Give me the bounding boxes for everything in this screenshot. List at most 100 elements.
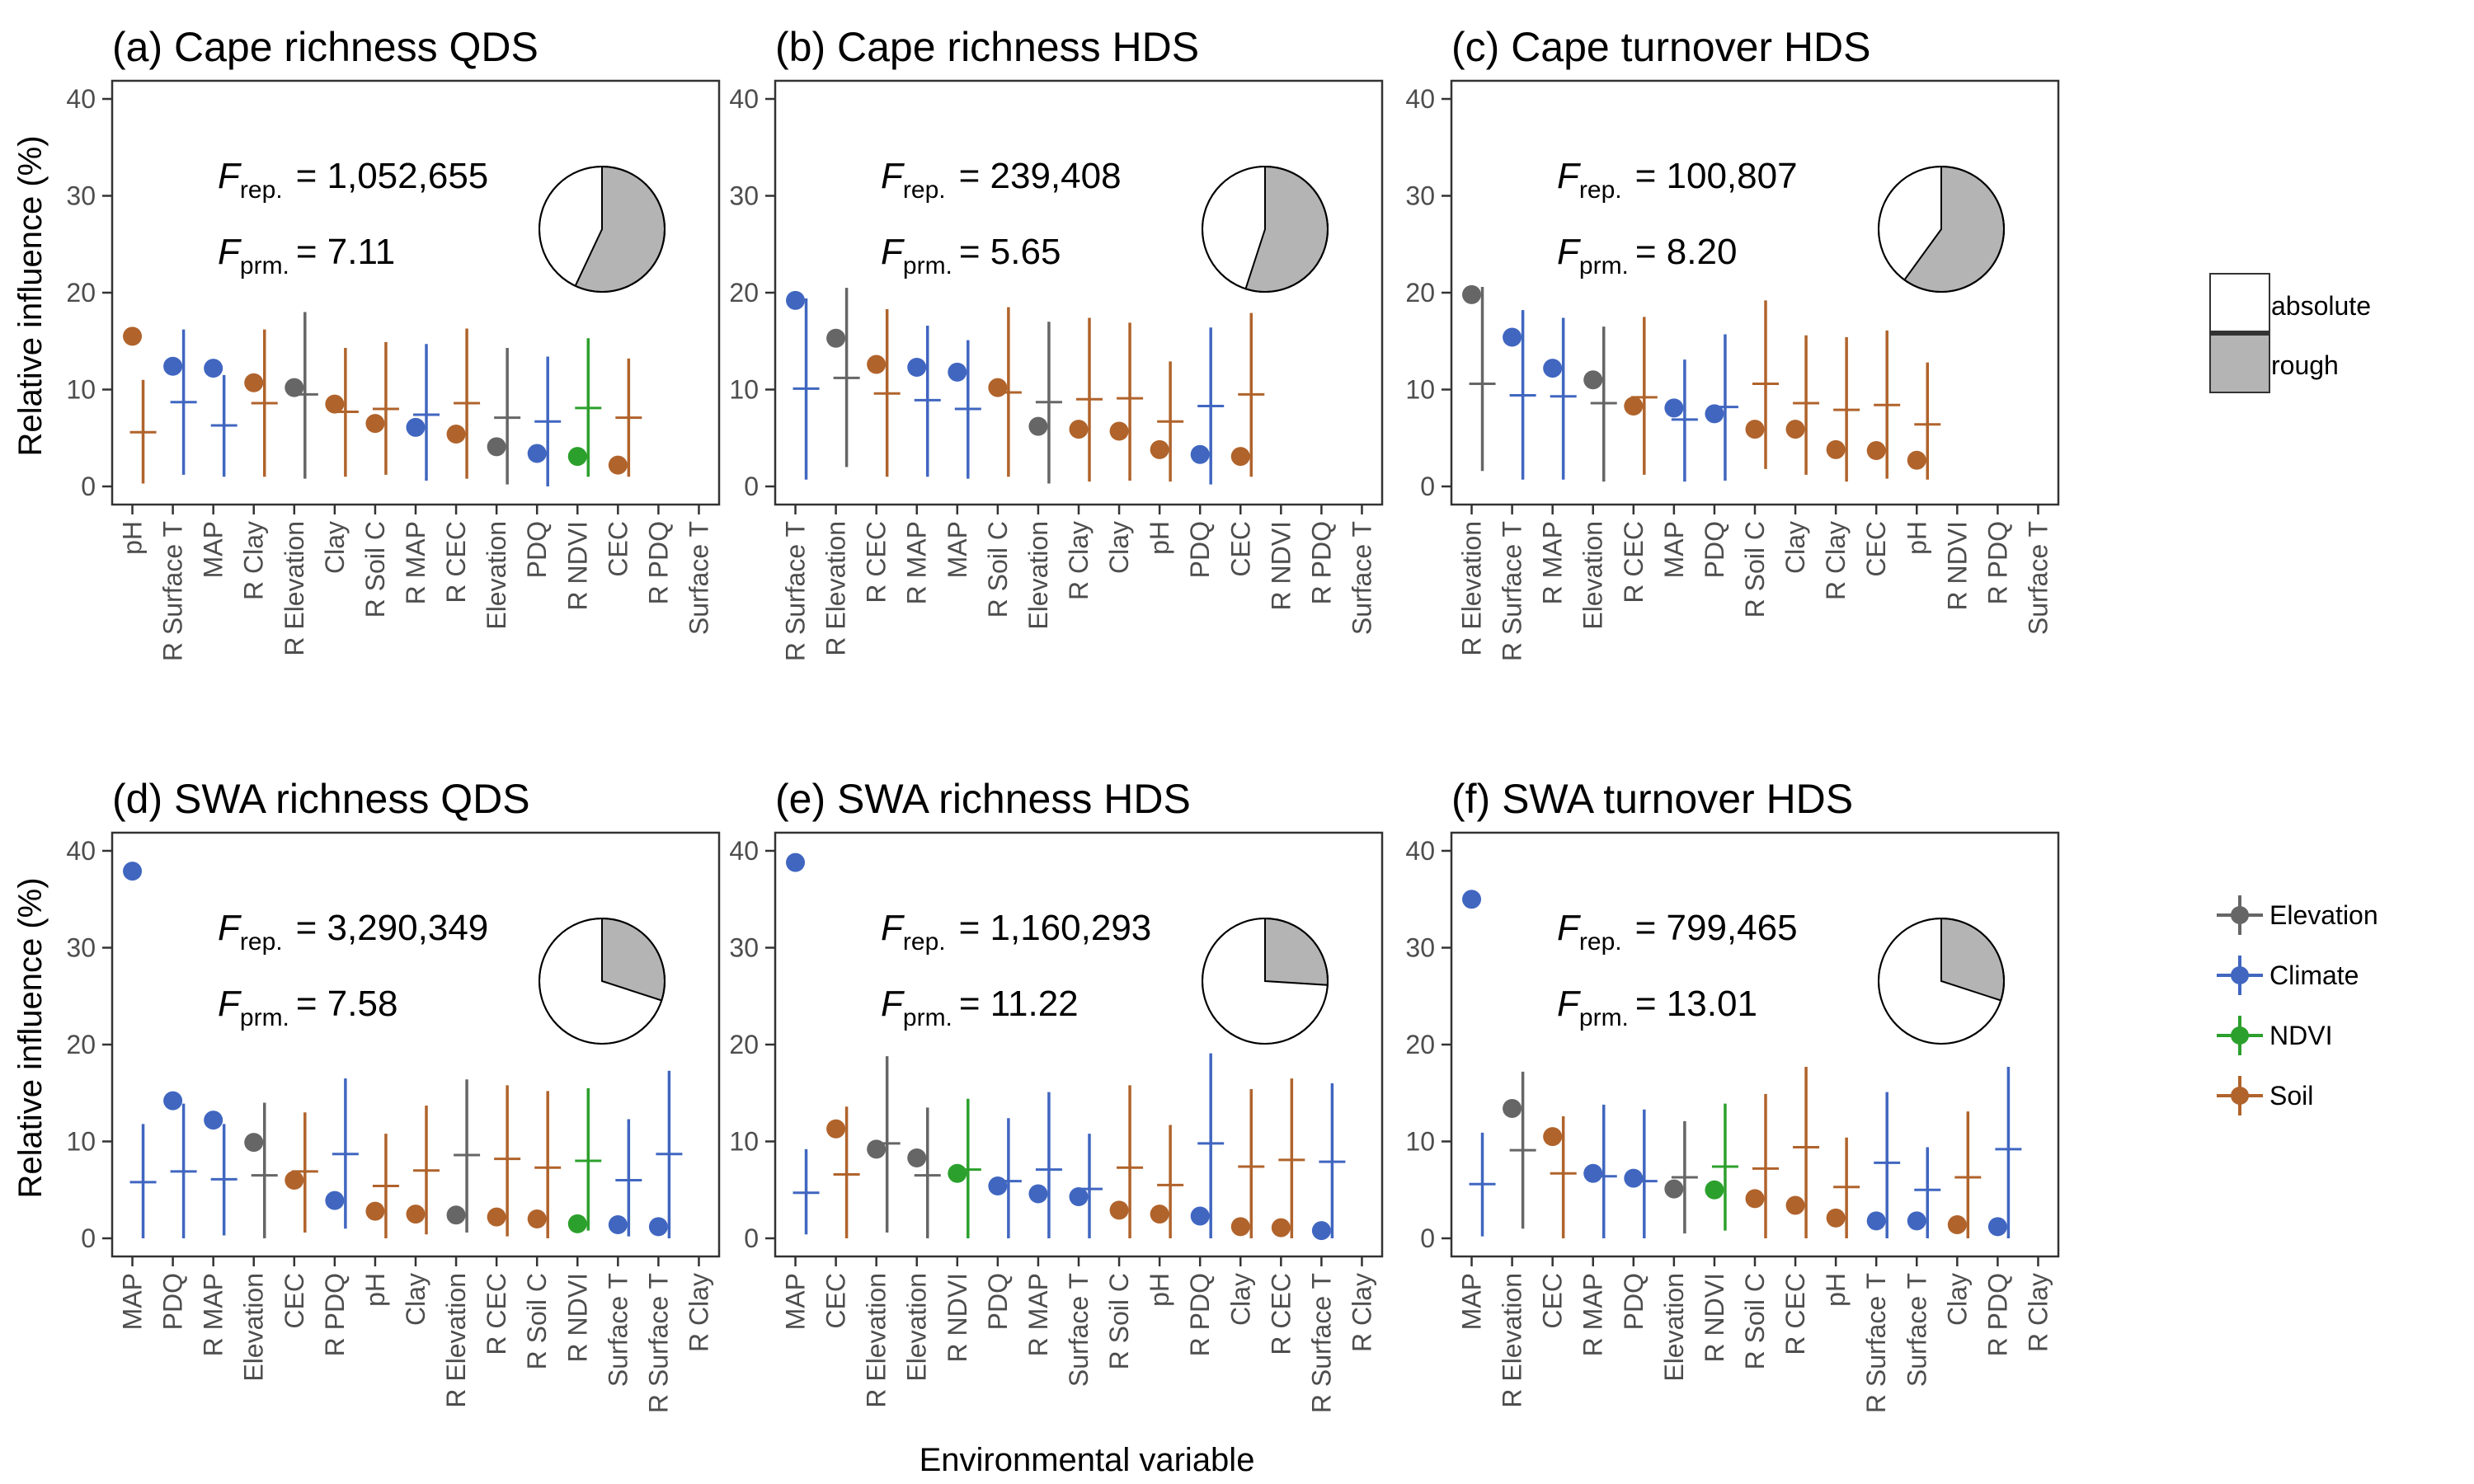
f-prm-value: = 11.22 bbox=[959, 984, 1079, 1024]
x-tick-label: R Surface T bbox=[1498, 521, 1527, 661]
panel-title: (d) SWA richness QDS bbox=[112, 776, 530, 822]
f-rep-text: Frep. = 239,408 bbox=[881, 156, 1122, 204]
x-tick-label: R Elevation bbox=[280, 521, 309, 656]
f-prm-text: Fprm. = 5.65 bbox=[881, 232, 1061, 279]
pie-legend: absolute rough bbox=[2209, 273, 2371, 393]
f-prm-value: = 7.11 bbox=[296, 232, 395, 272]
x-tick-label: R CEC bbox=[862, 521, 891, 603]
y-tick-label: 30 bbox=[729, 933, 759, 963]
x-tick-label: PDQ bbox=[158, 1273, 188, 1330]
x-tick-label: Clay bbox=[1225, 1273, 1255, 1326]
group-legend-key-dot bbox=[2231, 966, 2249, 984]
x-tick-label: R MAP bbox=[1023, 1273, 1053, 1356]
observed-point bbox=[1785, 1195, 1805, 1215]
y-tick-label: 0 bbox=[744, 1223, 759, 1253]
observed-point bbox=[244, 373, 264, 392]
x-tick-label: pH bbox=[1145, 1273, 1174, 1307]
observed-point bbox=[1866, 1211, 1886, 1231]
observed-point bbox=[527, 1209, 547, 1228]
y-tick-label: 10 bbox=[729, 375, 759, 405]
observed-point bbox=[1826, 439, 1846, 459]
group-legend-label-soil: Soil bbox=[2269, 1081, 2313, 1111]
x-tick-label: R Elevation bbox=[862, 1273, 891, 1408]
observed-point bbox=[826, 1119, 846, 1139]
observed-point bbox=[988, 378, 1008, 397]
observed-point bbox=[1907, 450, 1926, 470]
x-tick-label: R Surface T bbox=[643, 1273, 673, 1413]
f-prm-symbol: F bbox=[218, 984, 242, 1024]
y-tick-label: 20 bbox=[729, 1030, 759, 1059]
panel-title: (e) SWA richness HDS bbox=[775, 776, 1191, 822]
observed-point bbox=[1503, 327, 1522, 347]
f-prm-text: Fprm. = 11.22 bbox=[881, 984, 1079, 1031]
panel-e: (e) SWA richness HDS 0 10 20 30 40 MAP CEC R Ele… bbox=[729, 776, 1384, 1413]
observed-point bbox=[163, 1091, 183, 1111]
observed-point bbox=[325, 394, 345, 414]
group-legend-label-climate: Climate bbox=[2269, 960, 2359, 990]
observed-point bbox=[1462, 890, 1482, 909]
observed-point bbox=[1624, 396, 1644, 416]
y-tick-label: 0 bbox=[1420, 1223, 1435, 1253]
observed-point bbox=[1190, 1206, 1210, 1226]
y-tick-label: 30 bbox=[66, 181, 96, 211]
f-rep-value: = 1,160,293 bbox=[959, 908, 1152, 948]
plot-frame bbox=[111, 831, 721, 1258]
x-tick-label: R NDVI bbox=[562, 1273, 592, 1362]
observed-point bbox=[1785, 420, 1805, 439]
y-tick-label: 40 bbox=[1405, 836, 1435, 866]
x-tick-label: R Clay bbox=[684, 1273, 713, 1352]
f-rep-subscript: rep. bbox=[240, 176, 283, 204]
pie-legend-swatch-rough bbox=[2209, 332, 2270, 393]
y-tick-label: 20 bbox=[1405, 1030, 1435, 1059]
x-tick-label: pH bbox=[1821, 1273, 1851, 1307]
observed-point bbox=[1028, 1184, 1048, 1204]
observed-point bbox=[1150, 439, 1169, 459]
observed-point bbox=[163, 356, 183, 376]
f-rep-text: Frep. = 1,052,655 bbox=[218, 156, 488, 204]
f-prm-symbol: F bbox=[218, 232, 242, 272]
x-tick-label: Surface T bbox=[1064, 1273, 1094, 1387]
x-tick-label: MAP bbox=[1457, 1273, 1487, 1330]
observed-point bbox=[907, 357, 927, 377]
x-tick-label: MAP bbox=[199, 521, 228, 578]
f-prm-subscript: prm. bbox=[1579, 252, 1629, 279]
f-rep-value: = 3,290,349 bbox=[296, 908, 489, 948]
observed-point bbox=[1705, 1180, 1724, 1200]
pie-legend-label-rough: rough bbox=[2271, 350, 2339, 380]
plot-frame bbox=[1450, 831, 2060, 1258]
x-tick-label: Surface T bbox=[1902, 1273, 1931, 1387]
observed-point bbox=[1826, 1208, 1846, 1228]
x-tick-label: R Soil C bbox=[1104, 1273, 1134, 1369]
observed-point bbox=[1583, 1163, 1603, 1183]
y-tick-label: 10 bbox=[1405, 1127, 1435, 1157]
observed-point bbox=[786, 852, 806, 872]
y-tick-label: 10 bbox=[729, 1127, 759, 1157]
observed-point bbox=[365, 414, 385, 434]
observed-point bbox=[123, 326, 143, 346]
y-axis-label-top: Relative influence (%) bbox=[12, 135, 49, 456]
observed-point bbox=[1230, 447, 1250, 467]
x-tick-label: CEC bbox=[280, 1273, 309, 1329]
group-legend-key-dot bbox=[2231, 906, 2249, 924]
observed-point bbox=[1109, 421, 1129, 441]
x-tick-label: Clay bbox=[1104, 521, 1134, 574]
observed-point bbox=[867, 355, 887, 374]
x-tick-label: R Clay bbox=[1064, 521, 1094, 600]
y-tick-label: 40 bbox=[66, 84, 96, 114]
x-tick-label: pH bbox=[1902, 521, 1931, 555]
f-prm-value: = 5.65 bbox=[959, 232, 1061, 272]
x-tick-label: Surface T bbox=[2023, 521, 2053, 635]
x-tick-label: R PDQ bbox=[1185, 1273, 1215, 1356]
x-tick-label: R Elevation bbox=[1457, 521, 1487, 656]
x-tick-label: R Surface T bbox=[1306, 1273, 1336, 1413]
observed-point bbox=[1150, 1205, 1169, 1224]
f-prm-symbol: F bbox=[881, 984, 905, 1024]
x-axis-label: Environmental variable bbox=[920, 1442, 1255, 1478]
group-legend-label-elevation: Elevation bbox=[2269, 900, 2378, 930]
observed-point bbox=[365, 1201, 385, 1221]
f-prm-subscript: prm. bbox=[1579, 1004, 1629, 1031]
observed-point bbox=[123, 862, 143, 881]
y-axis-label-bottom: Relative influence (%) bbox=[12, 877, 49, 1198]
observed-point bbox=[1907, 1211, 1926, 1231]
y-tick-label: 20 bbox=[729, 278, 759, 308]
